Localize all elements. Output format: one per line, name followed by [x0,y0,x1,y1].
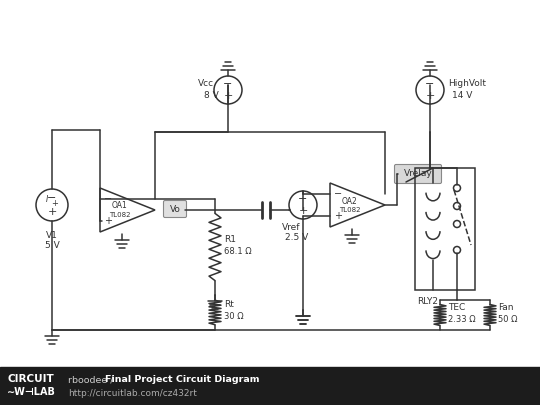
Text: Fan: Fan [498,303,514,311]
Text: Vref: Vref [282,222,300,232]
Text: +: + [224,91,233,101]
Text: TEC: TEC [448,303,465,311]
Bar [0,367,540,405]
Text: 2.33 Ω: 2.33 Ω [448,315,476,324]
Text: http://circuitlab.com/cz432rt: http://circuitlab.com/cz432rt [68,388,197,397]
Text: OA2: OA2 [342,196,358,205]
Text: −: − [48,193,57,203]
Text: +: + [334,211,342,221]
FancyBboxPatch shape [164,200,186,217]
Text: Final Project Circuit Diagram: Final Project Circuit Diagram [105,375,260,384]
Text: RLY2: RLY2 [417,298,438,307]
Text: +: + [298,206,308,216]
Text: −: − [426,79,435,89]
Text: −: − [104,194,112,204]
Text: −: − [334,189,342,199]
Text: I: I [46,194,48,203]
Text: 50 Ω: 50 Ω [498,315,517,324]
Bar [415,168,475,290]
Text: +: + [104,216,112,226]
Text: +: + [51,198,58,207]
Text: Rt: Rt [224,300,234,309]
Text: ∼W⊣LAB: ∼W⊣LAB [7,387,56,397]
Text: −: − [298,194,308,204]
Text: 30 Ω: 30 Ω [224,312,244,321]
Text: 8 V: 8 V [204,92,219,100]
Text: +: + [48,207,57,217]
Text: 5 V: 5 V [45,241,59,249]
Text: 14 V: 14 V [452,92,472,100]
Text: CIRCUIT: CIRCUIT [7,374,54,384]
Text: 2.5 V: 2.5 V [285,234,309,243]
Text: HighVolt: HighVolt [448,79,486,89]
Text: Vo: Vo [170,205,180,213]
FancyBboxPatch shape [395,164,442,183]
Text: TL082: TL082 [339,207,361,213]
Text: OA1: OA1 [112,202,128,211]
Text: +: + [426,91,435,101]
Text: TL082: TL082 [109,212,131,218]
Text: −: − [224,79,233,89]
Text: R1: R1 [224,234,236,243]
Text: 68.1 Ω: 68.1 Ω [224,247,252,256]
Text: V1: V1 [46,230,58,239]
Text: Vcc: Vcc [198,79,214,89]
Text: rboodee /: rboodee / [68,375,117,384]
Text: Vrelay: Vrelay [403,170,433,179]
